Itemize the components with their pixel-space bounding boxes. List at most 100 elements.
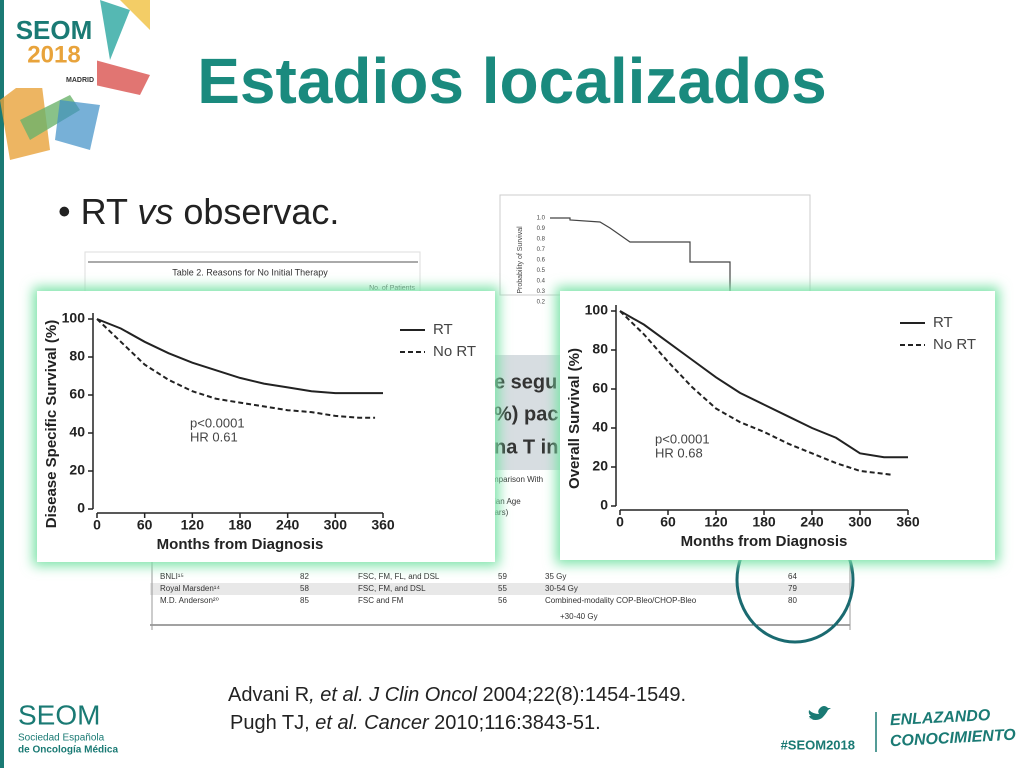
y-tick-label: 100 [585,302,609,318]
table2-cell: FSC and FM [358,596,404,605]
x-tick-label: 120 [704,514,728,530]
ref-part: et al. Cancer [315,712,430,734]
table2-cell: 56 [498,596,507,605]
legend-label: RT [933,314,953,331]
y-axis-label: Overall Survival (%) [566,348,583,489]
x-tick-label: 240 [800,514,824,530]
background-plot: Probability of Survival [499,194,811,296]
x-tick-label: 300 [324,517,348,533]
annotation: p<0.0001 [190,415,245,430]
edge-bar [0,0,4,768]
y-tick-label: 80 [69,348,85,364]
twitter-icon [808,706,831,720]
ref-part: 2010;116:3843-51. [429,712,601,734]
chart-panel [560,291,995,560]
annotation: HR 0.68 [655,445,703,460]
table2-cell: 85 [300,596,309,605]
survival-curve [619,310,893,476]
plot-tick-label: 0.7 [537,247,546,253]
plot-tick-label: 0.9 [537,226,546,232]
table2-rows: BNLI¹⁵ 82 FSC, FM, FL, and DSL 59 35 Gy 64 Roy… [160,572,797,605]
y-tick-label: 0 [600,497,608,513]
footer-org-full: Sociedad Española [18,733,105,744]
survival-curve [96,318,376,419]
x-tick-label: 240 [276,517,300,533]
x-tick-label: 300 [848,514,872,530]
legend-label: No RT [933,336,976,353]
box-line: e segu [494,371,557,393]
plot-ylabel: Probability of Survival [517,226,524,294]
table2-cell: 79 [788,584,797,593]
annotation: HR 0.61 [190,429,238,444]
plot-tick-label: 0.5 [537,268,546,274]
x-tick-label: 0 [93,517,101,533]
table2-head: mparison With [492,475,543,484]
x-tick-label: 0 [616,514,624,530]
footer-org-full: de Oncología Médica [18,745,118,756]
survival-curve [96,318,383,395]
reference: Pugh TJ, et al. Cancer 2010;116:3843-51. [230,712,601,734]
logo: SEOM 2018 MADRID [0,0,150,160]
box-line: na T in [494,436,558,458]
y-tick-label: 20 [592,458,608,474]
x-tick-label: 180 [228,517,252,533]
table2-cell: Combined-modality COP-Bleo/CHOP-Bleo [545,596,697,605]
bullet-part: vs [137,191,173,232]
logo-city: MADRID [66,77,94,84]
plot-tick-label: 0.2 [537,300,546,306]
table2-cell: 64 [788,572,797,581]
plot-tick-label: 0.8 [537,237,546,243]
bullet: • RT vs observac. [58,191,339,232]
annotation: p<0.0001 [655,431,710,446]
plot-tick-label: 0.6 [537,258,546,264]
slide-title: Estadios localizados [197,45,827,117]
x-axis-label: Months from Diagnosis [681,533,848,550]
box-line: %) pac [494,403,558,425]
ref-part: Pugh TJ, [230,712,315,734]
table2-cell: FSC, FM, and DSL [358,584,426,593]
survival-curve [619,310,908,459]
x-tick-label: 360 [896,514,920,530]
bullet-part: observac. [173,191,339,232]
ref-part: 2004;22(8):1454-1549. [477,684,686,706]
table2-cell: Royal Marsden¹⁴ [160,584,220,593]
table2-extra: +30-40 Gy [560,612,598,621]
table2-head: ears) [490,508,509,517]
table2-cell: 58 [300,584,309,593]
y-axis-label: Disease Specific Survival (%) [43,320,60,528]
logo-year: 2018 [27,41,80,68]
table2-cell: 30-54 Gy [545,584,578,593]
table2-cell: 59 [498,572,507,581]
plot-tick-label: 1.0 [537,216,546,222]
table2-cell: 80 [788,596,797,605]
ref-part: , et al. J Clin Oncol [309,684,477,706]
x-tick-label: 180 [752,514,776,530]
footer-org: SEOM [18,699,100,730]
background-table-2: mparison With ian Age ears) [150,470,851,630]
table2-cell: M.D. Anderson²⁰ [160,596,219,605]
background-table: Table 2. Reasons for No Initial Therapy … [84,251,421,293]
table2-cell: 35 Gy [545,572,566,581]
logo-name: SEOM [16,15,93,45]
y-tick-label: 0 [77,500,85,516]
ref-part: Advani R [228,684,309,706]
plot-tick-label: 0.4 [537,279,546,285]
plot-tick-label: 0.3 [537,289,546,295]
reference: Advani R, et al. J Clin Oncol 2004;22(8)… [228,684,686,706]
footer-slogan: ENLAZANDO [890,707,992,729]
y-tick-label: 100 [62,310,86,326]
x-tick-label: 360 [371,517,395,533]
table2-cell: 55 [498,584,507,593]
table2-head: ian Age [494,497,521,506]
x-axis-label: Months from Diagnosis [157,536,324,553]
legend-label: RT [433,321,453,338]
charts: 0 20 40 60 80 100 0 60 120 180 240 300 360 Months fro… [43,302,976,553]
table-title: Table 2. Reasons for No Initial Therapy [172,267,328,277]
x-tick-label: 60 [660,514,676,530]
footer-slogan: CONOCIMIENTO [890,727,1017,751]
y-tick-label: 60 [69,386,85,402]
bullet-part: RT [81,191,138,232]
chart-panel [37,291,495,562]
y-tick-label: 40 [69,424,85,440]
